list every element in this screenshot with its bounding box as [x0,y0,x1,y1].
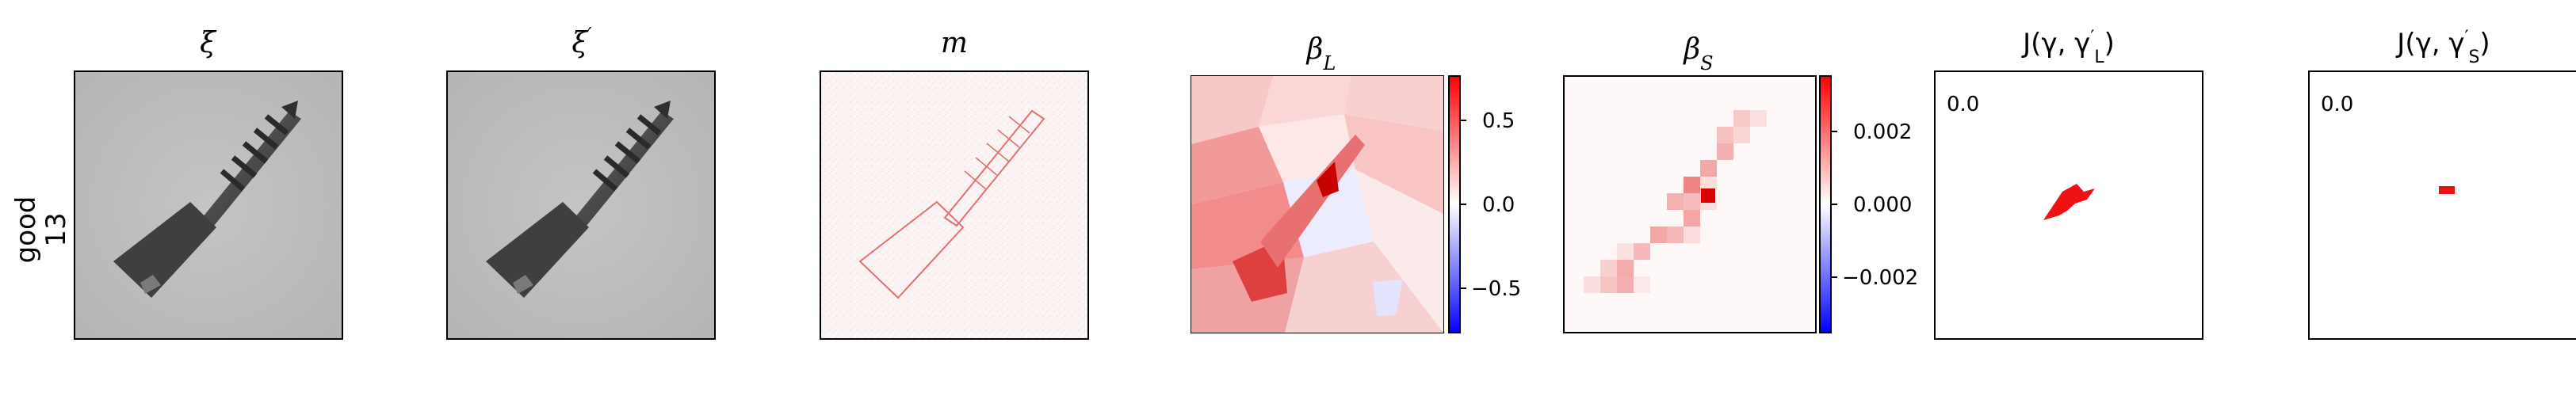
panel-j-l: J(γ, γ′L) 0.0 [1934,28,2203,340]
panel-beta-s: βS [1563,33,1918,333]
heatmap-beta-s-cells [1584,110,1767,293]
panel-beta-l: βL 0.5 0.0 −0.5 [1191,33,1521,333]
screw-image-xi-prime [486,101,674,298]
heatmap-beta-l-regions [1191,76,1443,333]
panel-title-j-s: J(γ, γ′S) [2395,28,2490,67]
colorbar-beta-l-tick-top: 0.5 [1482,109,1515,133]
panel-title-xi: ξ [200,27,217,59]
mask-j-s-region [2439,186,2455,194]
panel-xi-prime: ξ′ [446,24,716,340]
image-xi-prime-background [446,70,716,340]
panel-m: m [820,27,1089,340]
panel-title-xi-prime: ξ′ [571,24,592,59]
screw-image-xi [113,101,301,298]
screw-outline-m [858,109,1045,299]
colorbar-beta-l-tick-mid: 0.0 [1482,193,1515,217]
mask-j-l-region [2043,184,2095,220]
colorbar-beta-s-tick-top: 0.002 [1853,120,1912,144]
mask-j-l-corner-label: 0.0 [1947,93,1979,116]
row-label-line2: 13 [40,212,72,246]
panel-title-beta-s: βS [1682,33,1713,74]
colorbar-beta-s-tick-mid: 0.000 [1853,193,1912,217]
mask-j-s-background [2308,70,2576,340]
colorbar-beta-s-tick-bottom: −0.002 [1842,266,1918,290]
row-label: good 13 [10,196,72,264]
panel-xi: ξ [74,27,343,340]
panel-j-s: J(γ, γ′S) 0.0 [2308,28,2576,340]
colorbar-beta-s: 0.002 0.000 −0.002 [1819,75,1918,333]
colorbar-beta-l-tick-bottom: −0.5 [1471,277,1521,301]
row-label-line1: good [10,196,42,264]
panel-title-m: m [941,27,968,59]
panel-title-beta-l: βL [1305,33,1336,74]
panel-title-j-l: J(γ, γ′L) [2021,28,2115,67]
image-xi-background [74,70,343,340]
colorbar-beta-l: 0.5 0.0 −0.5 [1448,75,1521,333]
mask-j-s-corner-label: 0.0 [2321,93,2353,116]
